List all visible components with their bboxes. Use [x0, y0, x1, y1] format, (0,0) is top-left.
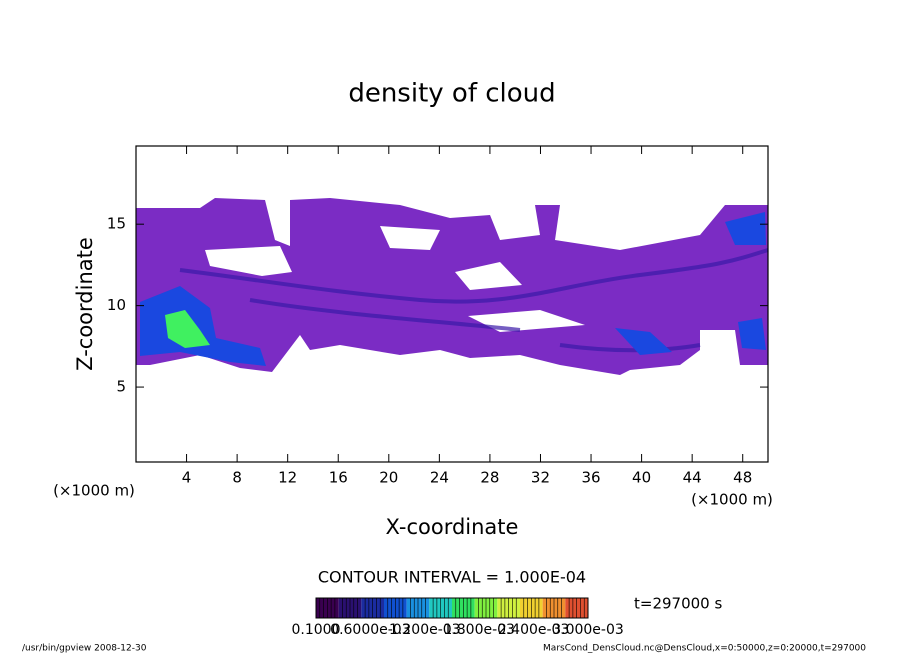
footer-right: MarsCond_DensCloud.nc@DensCloud,x=0:5000…	[543, 644, 866, 654]
colorbar-frame	[315, 597, 589, 619]
chart-title: density of cloud	[348, 79, 555, 109]
x-tick-label: 48	[733, 469, 752, 487]
x-tick-label: 32	[531, 469, 550, 487]
footer-left: /usr/bin/gpview 2008-12-30	[22, 644, 147, 654]
x-tick-label: 12	[278, 469, 297, 487]
x-tick-label: 8	[232, 469, 242, 487]
x-tick-label: 36	[581, 469, 600, 487]
colorbar: 0.10000.6000e-031.200e-031.800e-032.400e…	[292, 597, 624, 638]
cloud-gap	[205, 226, 585, 332]
colorbar-label: 0.6000e-03	[330, 622, 410, 638]
colorbar-label: 2.400e-03	[498, 622, 570, 638]
cloud-field	[136, 198, 769, 375]
contour-interval: CONTOUR INTERVAL = 1.000E-04	[318, 568, 586, 587]
x-tick-label: 44	[683, 469, 702, 487]
y-tick-label: 5	[116, 378, 126, 396]
colorbar-label: 0.1000	[292, 622, 341, 638]
x-tick-label: 20	[379, 469, 398, 487]
time-label: t=297000 s	[634, 595, 722, 613]
cloud-core	[165, 310, 210, 348]
plot-frame	[135, 145, 769, 463]
colorbar-label: 1.200e-03	[389, 622, 461, 638]
x-tick-label: 4	[182, 469, 192, 487]
cloud-band	[179, 248, 769, 353]
x-tick-label: 40	[632, 469, 651, 487]
x-tick-label: 16	[329, 469, 348, 487]
x-tick-label: 28	[480, 469, 499, 487]
x-unit-label: (×1000 m)	[691, 491, 773, 509]
x-axis-label: X-coordinate	[386, 515, 519, 539]
y-tick-label: 15	[107, 215, 126, 233]
colorbar-label: 3.000e-03	[552, 622, 624, 638]
cloud-core	[140, 212, 766, 366]
colorbar-label: 1.800e-03	[443, 622, 515, 638]
y-tick-label: 10	[107, 296, 126, 314]
y-axis-label: Z-coordinate	[73, 237, 97, 371]
cloud-region	[136, 198, 768, 375]
x-unit-label: (×1000 m)	[53, 482, 135, 500]
x-tick-label: 24	[430, 469, 449, 487]
